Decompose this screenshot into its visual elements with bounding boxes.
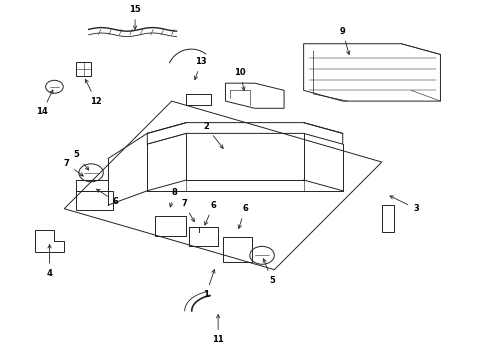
Text: 5: 5 bbox=[263, 259, 275, 285]
Text: 7: 7 bbox=[64, 159, 83, 176]
Bar bbox=[223, 237, 252, 262]
Text: 4: 4 bbox=[47, 245, 52, 278]
Bar bbox=[382, 205, 394, 232]
Text: 10: 10 bbox=[234, 68, 246, 90]
Bar bbox=[76, 62, 91, 76]
Text: 14: 14 bbox=[36, 90, 53, 116]
Bar bbox=[189, 226, 218, 246]
Text: 8: 8 bbox=[170, 188, 177, 207]
Text: 6: 6 bbox=[205, 201, 216, 225]
Text: 9: 9 bbox=[340, 27, 350, 54]
Text: 13: 13 bbox=[195, 57, 207, 80]
Text: 5: 5 bbox=[74, 150, 89, 170]
Bar bbox=[155, 216, 186, 235]
Text: 6: 6 bbox=[238, 204, 248, 229]
Text: 2: 2 bbox=[203, 122, 223, 148]
Text: 15: 15 bbox=[129, 5, 141, 29]
Bar bbox=[76, 191, 113, 211]
Text: 12: 12 bbox=[85, 79, 102, 105]
Text: 11: 11 bbox=[212, 315, 224, 344]
Text: 7: 7 bbox=[181, 199, 195, 222]
Text: 3: 3 bbox=[390, 196, 419, 213]
Bar bbox=[76, 180, 108, 191]
Text: 6: 6 bbox=[97, 189, 119, 206]
Text: 1: 1 bbox=[203, 270, 215, 299]
